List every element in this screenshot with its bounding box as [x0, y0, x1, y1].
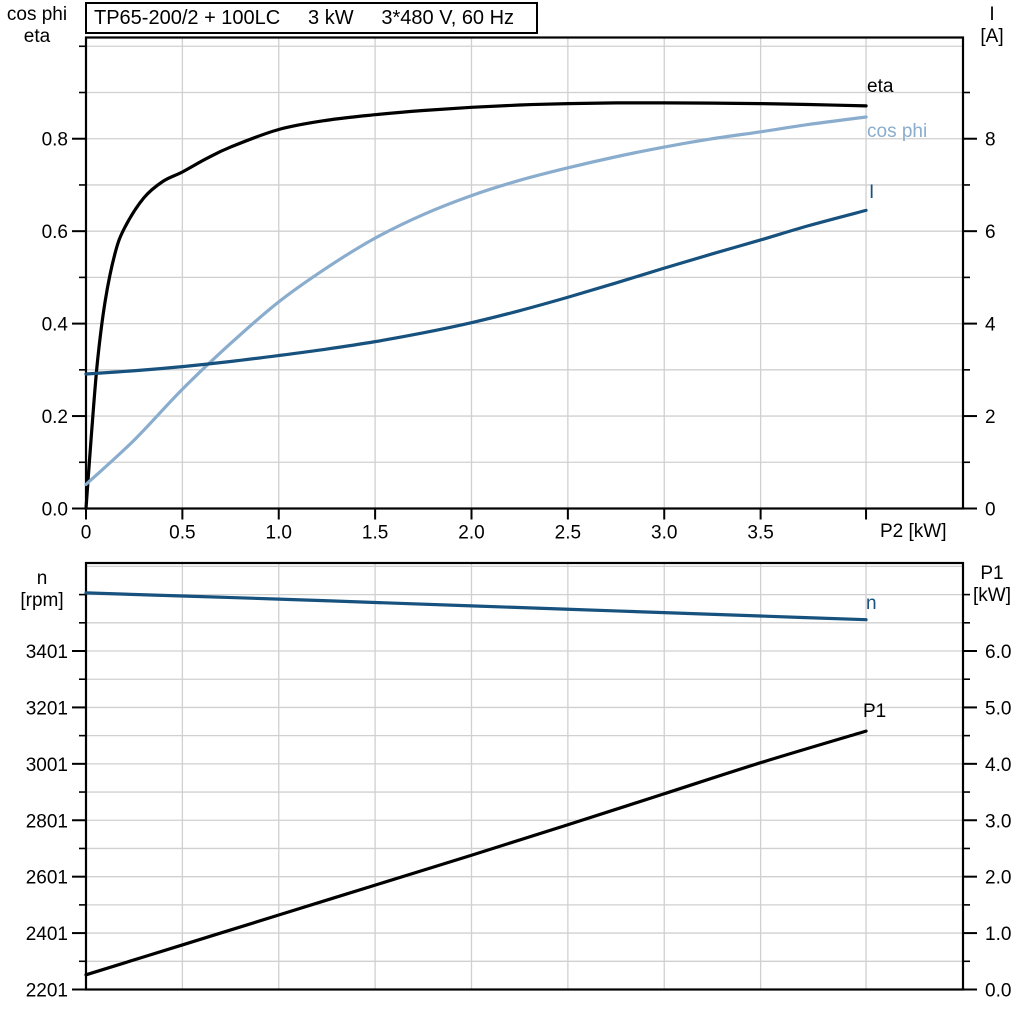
right-axis-tick-label: 4.0 — [985, 755, 1011, 776]
bottom-left-axis-header: n [rpm] — [2, 568, 82, 612]
left-axis-tick-label: 2401 — [26, 924, 68, 945]
curve-label-cos-phi: cos phi — [867, 121, 927, 142]
bottom-right-axis-header: P1 [kW] — [960, 563, 1024, 607]
left-axis-tick-label: 0.8 — [42, 130, 68, 151]
axis-label-speed: n — [36, 568, 48, 589]
x-axis-tick-label: 2.5 — [555, 523, 581, 544]
left-axis-tick-label: 0.4 — [42, 315, 69, 336]
curve-I — [84, 208, 868, 376]
right-axis-tick-label: 4 — [985, 315, 996, 336]
x-axis-tick-label: 0 — [81, 523, 92, 544]
left-axis-tick-label: 2801 — [26, 811, 68, 832]
left-axis-tick-label: 0.6 — [42, 222, 68, 243]
pump-title-box: TP65-200/2 + 100LC 3 kW 3*480 V, 60 Hz — [85, 2, 538, 34]
bottom-chart-frame — [84, 561, 965, 991]
curve-label-n: n — [866, 593, 877, 614]
top-right-axis-header: I [A] — [960, 4, 1024, 48]
x-axis-label-p2: P2 [kW] — [880, 521, 947, 542]
right-axis-tick-label: 0.0 — [985, 981, 1011, 1002]
curve-n — [84, 591, 868, 622]
x-axis-tick-label: 2.0 — [458, 523, 484, 544]
x-axis-tick-label: 1.0 — [266, 523, 292, 544]
axis-label-cos-phi: cos phi — [6, 4, 68, 25]
curve-label-eta: eta — [867, 76, 894, 97]
left-axis-tick-label: 3001 — [26, 755, 68, 776]
axis-label-p1: P1 — [980, 563, 1004, 584]
right-axis-tick-label: 6.0 — [985, 642, 1011, 663]
curve-P1 — [84, 729, 868, 977]
right-axis-tick-label: 5.0 — [985, 698, 1011, 719]
top-chart-frame — [84, 36, 965, 510]
left-axis-tick-label: 3201 — [26, 698, 68, 719]
right-axis-tick-label: 8 — [985, 130, 996, 151]
curve-cos-phi — [84, 115, 868, 487]
curve-eta — [84, 101, 868, 511]
right-axis-tick-label: 1.0 — [985, 924, 1011, 945]
left-axis-tick-label: 3401 — [26, 642, 68, 663]
left-axis-tick-label: 2201 — [26, 981, 68, 1002]
right-axis-tick-label: 3.0 — [985, 811, 1011, 832]
axis-unit-ampere: [A] — [980, 26, 1004, 47]
x-axis-tick-label: 3.0 — [651, 523, 677, 544]
right-axis-tick-label: 0 — [985, 500, 996, 521]
axis-unit-rpm: [rpm] — [20, 590, 64, 611]
left-axis-tick-label: 0.0 — [42, 500, 68, 521]
x-axis-tick-label: 0.5 — [169, 523, 195, 544]
axis-unit-kw: [kW] — [973, 585, 1011, 606]
axis-label-eta: eta — [23, 26, 51, 47]
left-axis-tick-label: 0.2 — [42, 407, 68, 428]
left-axis-tick-label: 2601 — [26, 868, 68, 889]
x-axis-tick-label: 1.5 — [362, 523, 388, 544]
curve-label-I: I — [869, 182, 874, 203]
right-axis-tick-label: 2.0 — [985, 868, 1011, 889]
axis-label-current: I — [989, 4, 995, 25]
right-axis-tick-label: 2 — [985, 407, 996, 428]
top-left-axis-header: cos phi eta — [0, 4, 74, 48]
right-axis-tick-label: 6 — [985, 222, 996, 243]
curve-label-P1: P1 — [863, 701, 886, 722]
x-axis-tick-label: 3.5 — [747, 523, 773, 544]
